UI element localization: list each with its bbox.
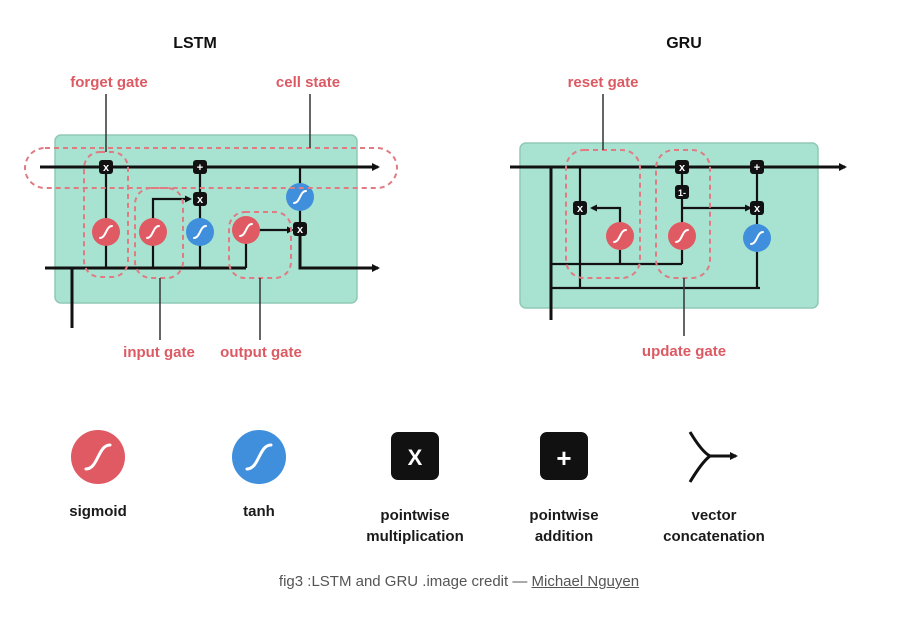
caption-text: fig3 :LSTM and GRU .image credit — xyxy=(278,573,532,590)
figure-caption: fig3 :LSTM and GRU .image credit — Micha… xyxy=(0,573,918,590)
legend-mult-label-1: pointwise xyxy=(380,507,449,524)
legend: sigmoid tanh X pointwise multiplication … xyxy=(69,430,765,545)
gru-update-gate-outline xyxy=(655,149,711,279)
gru-title: GRU xyxy=(666,35,702,52)
legend-vector-concat-icon xyxy=(688,431,738,483)
legend-add-label-1: pointwise xyxy=(529,507,598,524)
lstm-cell-box xyxy=(54,134,358,304)
gru-add-op: + xyxy=(750,160,764,174)
gru-reset-mult-op: x xyxy=(573,201,587,215)
gru-cell-box xyxy=(519,142,819,309)
svg-text:x: x xyxy=(103,162,110,174)
svg-text:+: + xyxy=(197,162,203,174)
legend-tanh-icon xyxy=(232,430,286,484)
svg-text:x: x xyxy=(754,203,761,215)
legend-mult-label-2: multiplication xyxy=(366,528,464,545)
gru-reset-sig-out xyxy=(590,204,622,222)
forget-gate-label: forget gate xyxy=(70,74,148,91)
update-gate-label: update gate xyxy=(642,343,726,360)
lstm-forget-gate-outline xyxy=(83,151,129,278)
svg-text:+: + xyxy=(556,443,571,473)
credit-link[interactable]: Michael Nguyen xyxy=(531,573,640,590)
lstm-output-sigmoid xyxy=(232,216,260,244)
lstm-cell-tanh xyxy=(286,183,314,211)
gru-candidate-tanh xyxy=(743,224,771,252)
lstm-output-mult-op: x xyxy=(293,222,307,236)
lstm-title: LSTM xyxy=(173,35,217,52)
output-gate-label: output gate xyxy=(220,344,302,361)
svg-text:x: x xyxy=(297,224,304,236)
legend-concat-label-1: vector xyxy=(691,507,736,524)
legend-pointwise-mult-icon: X xyxy=(391,432,439,480)
lstm-diagram: LSTM x + x xyxy=(24,35,398,361)
legend-sigmoid-icon xyxy=(71,430,125,484)
lstm-add-op: + xyxy=(193,160,207,174)
svg-text:x: x xyxy=(577,203,584,215)
gru-update-sigmoid xyxy=(668,222,696,250)
gru-one-minus-op: 1- xyxy=(675,185,689,199)
lstm-input-sigmoid xyxy=(139,218,167,246)
svg-text:X: X xyxy=(408,445,423,470)
svg-text:+: + xyxy=(754,162,760,174)
gru-reset-sigmoid xyxy=(606,222,634,250)
svg-text:x: x xyxy=(197,194,204,206)
input-gate-label: input gate xyxy=(123,344,195,361)
cell-state-label: cell state xyxy=(276,74,340,91)
legend-sigmoid-label: sigmoid xyxy=(69,503,127,520)
gru-update-mult-op: x xyxy=(675,160,689,174)
lstm-input-tanh xyxy=(186,218,214,246)
svg-text:1-: 1- xyxy=(678,188,686,198)
lstm-forget-sigmoid xyxy=(92,218,120,246)
gru-diagram: GRU x x 1- + xyxy=(510,35,847,360)
svg-text:x: x xyxy=(679,162,686,174)
legend-add-label-2: addition xyxy=(535,528,593,545)
lstm-input-sig-out xyxy=(151,195,192,218)
lstm-cell-state-outline xyxy=(24,147,398,189)
gru-candidate-mult-op: x xyxy=(750,201,764,215)
lstm-forget-mult-op: x xyxy=(99,160,113,174)
legend-tanh-label: tanh xyxy=(243,503,275,520)
legend-concat-label-2: concatenation xyxy=(663,528,765,545)
reset-gate-label: reset gate xyxy=(568,74,639,91)
lstm-hidden-output-line xyxy=(298,229,380,272)
lstm-input-mult-op: x xyxy=(193,192,207,206)
legend-pointwise-add-icon: + xyxy=(540,432,588,480)
lstm-input-gate-outline xyxy=(134,187,184,279)
